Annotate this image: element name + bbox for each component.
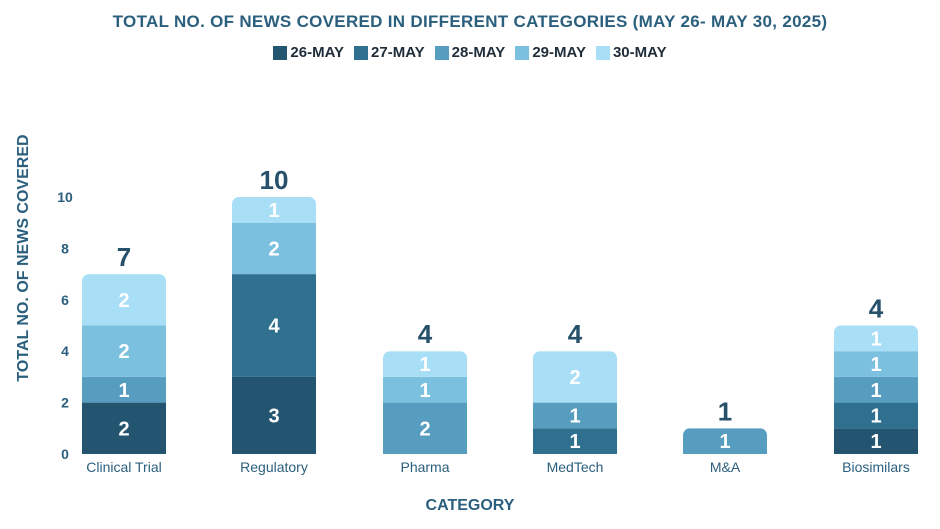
segment-label: 2 xyxy=(118,290,129,312)
segment-label: 1 xyxy=(118,380,129,402)
legend-swatch xyxy=(273,45,288,60)
total-label: 1 xyxy=(718,396,732,426)
chart-title: TOTAL NO. OF NEWS COVERED IN DIFFERENT C… xyxy=(112,12,828,31)
x-axis-title: CATEGORY xyxy=(426,497,515,514)
bar-segment xyxy=(82,274,166,326)
legend-swatch xyxy=(515,45,530,60)
bar-segment xyxy=(834,351,918,377)
bar-segment xyxy=(383,376,467,403)
bar-segment xyxy=(232,222,316,275)
bar-segment xyxy=(533,428,617,454)
legend-swatch xyxy=(434,45,449,60)
bar-segment xyxy=(232,197,316,223)
total-label: 4 xyxy=(418,319,433,349)
y-tick-label: 10 xyxy=(57,189,73,205)
bar-stack xyxy=(383,351,467,454)
legend-swatch xyxy=(595,45,610,60)
segment-label: 4 xyxy=(268,316,280,338)
bar-segment xyxy=(683,428,767,454)
y-tick-label: 8 xyxy=(61,240,69,256)
legend-item: 29-MAY xyxy=(515,44,586,61)
segment-label: 1 xyxy=(419,380,430,402)
legend-label: 26-MAY xyxy=(290,44,345,61)
bar-segment xyxy=(232,274,316,377)
total-label: 10 xyxy=(260,165,289,195)
segment-label: 1 xyxy=(870,405,881,427)
segment-label: 1 xyxy=(419,354,430,376)
segment-label: 2 xyxy=(268,238,279,260)
bar-segment xyxy=(834,402,918,429)
total-label: 7 xyxy=(117,242,131,272)
segment-label: 1 xyxy=(870,354,881,376)
bar-segment xyxy=(82,402,166,454)
segment-label: 1 xyxy=(719,431,730,453)
bar-stack xyxy=(232,197,316,454)
segment-label: 1 xyxy=(870,380,881,402)
bar-stack xyxy=(82,274,166,454)
bar-segment xyxy=(533,402,617,429)
segment-label: 2 xyxy=(118,341,129,363)
y-tick-label: 2 xyxy=(61,395,69,411)
bar-segment xyxy=(834,325,918,352)
segment-label: 3 xyxy=(268,405,279,427)
bar-stack xyxy=(834,325,918,454)
bar-segment xyxy=(834,428,918,454)
x-tick-label: MedTech xyxy=(547,459,604,475)
legend-item: 27-MAY xyxy=(354,44,425,61)
x-tick-label: M&A xyxy=(710,459,741,475)
segment-label: 1 xyxy=(569,405,580,427)
legend-item: 26-MAY xyxy=(273,44,344,61)
x-tick-label: Biosimilars xyxy=(842,459,910,475)
segment-label: 1 xyxy=(870,431,881,453)
legend-swatch xyxy=(354,45,369,60)
legend-item: 28-MAY xyxy=(434,44,506,61)
segment-label: 1 xyxy=(569,431,580,453)
legend-item: 30-MAY xyxy=(595,44,667,61)
bar-segment xyxy=(82,376,166,403)
x-tick-label: Regulatory xyxy=(240,459,308,475)
bar-segment xyxy=(533,351,617,403)
y-tick-label: 4 xyxy=(61,343,69,359)
legend-label: 30-MAY xyxy=(612,44,667,61)
bar-segment xyxy=(82,325,166,377)
bar-segment xyxy=(383,351,467,377)
segment-label: 1 xyxy=(870,328,881,350)
segment-label: 2 xyxy=(569,367,580,389)
total-label: 4 xyxy=(869,294,884,324)
bar-segment xyxy=(834,376,918,403)
y-tick-label: 0 xyxy=(61,446,69,462)
bar-segment xyxy=(232,376,316,454)
legend: 26-MAY 27-MAY 28-MAY 29-MAY 30-MAY xyxy=(0,44,940,61)
total-label: 4 xyxy=(568,319,583,349)
y-tick-label: 6 xyxy=(61,292,69,308)
legend-label: 27-MAY xyxy=(371,44,425,61)
bar-stack xyxy=(683,428,767,454)
y-axis-title: TOTAL NO. OF NEWS COVERED xyxy=(15,134,32,381)
bar-segment xyxy=(383,402,467,454)
legend-label: 29-MAY xyxy=(532,44,586,61)
x-tick-label: Pharma xyxy=(400,459,449,475)
segment-label: 1 xyxy=(268,200,279,222)
segment-label: 2 xyxy=(118,418,129,440)
bar-stack xyxy=(533,351,617,454)
segment-label: 2 xyxy=(419,418,430,440)
legend-label: 28-MAY xyxy=(451,44,506,61)
x-tick-label: Clinical Trial xyxy=(86,459,161,475)
